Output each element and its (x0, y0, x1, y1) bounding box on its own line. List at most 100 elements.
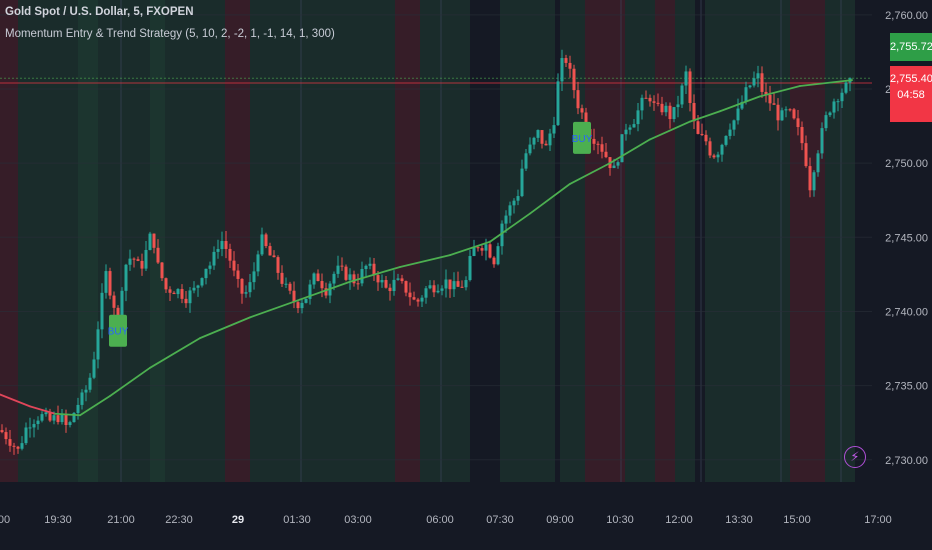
buy-marker (109, 314, 127, 347)
candle-body (576, 90, 580, 109)
candle-body (344, 266, 348, 280)
candle-body (232, 260, 236, 271)
candle-body (780, 110, 784, 121)
x-tick-label: 29 (232, 514, 244, 526)
candle-body (672, 107, 676, 120)
price-tag-upper: 2,755.72 (890, 33, 932, 61)
candle-body (248, 282, 252, 293)
x-tick-label: 10:30 (606, 514, 634, 526)
candle-body (296, 302, 300, 309)
candle-body (604, 151, 608, 158)
time-axis[interactable]: 00 19:30 21:00 22:30 29 01:30 03:00 06:00 07:30 0… (0, 514, 892, 526)
candle-body (340, 265, 344, 267)
symbol-title[interactable]: Gold Spot / U.S. Dollar, 5, FXOPEN (5, 6, 194, 18)
ma-segment (0, 393, 31, 408)
candle-body (188, 290, 192, 304)
candle-body (504, 215, 508, 224)
background-bands (0, 0, 855, 482)
candle-body (460, 286, 464, 288)
candle-body (180, 289, 184, 299)
session-band (625, 0, 655, 482)
candle-body (640, 97, 644, 111)
candle-body (488, 244, 492, 258)
candle-body (452, 281, 456, 290)
candle-body (380, 280, 384, 283)
candle-body (128, 258, 132, 265)
candle-body (176, 289, 180, 295)
ma-segment (149, 337, 201, 369)
candle-body (552, 125, 556, 134)
candle-body (192, 287, 196, 291)
candle-body (144, 249, 148, 269)
x-tick-label: 07:30 (486, 514, 514, 526)
candle-body (272, 255, 276, 258)
candle-body (444, 279, 448, 289)
candle-body (636, 110, 640, 125)
candle-body (692, 102, 696, 122)
candle-body (12, 445, 16, 447)
candle-body (484, 244, 488, 251)
candle-body (224, 241, 228, 249)
candle-body (244, 292, 248, 294)
lightning-icon[interactable]: ⚡ (844, 446, 866, 468)
candle-body (492, 257, 496, 265)
ma-segment (199, 316, 251, 340)
candle-body (696, 121, 700, 134)
candle-body (168, 289, 172, 293)
candle-body (540, 130, 544, 144)
price-tag-lower: 2,755.40 04:58 (890, 66, 932, 122)
candle-body (140, 260, 144, 269)
x-tick-label: 17:00 (864, 514, 892, 526)
candle-body (32, 424, 36, 428)
candle-body (48, 412, 52, 421)
ma-segment (799, 79, 853, 87)
session-band (330, 0, 395, 482)
candle-body (20, 443, 24, 449)
x-tick-label: 22:30 (165, 514, 193, 526)
strategy-title[interactable]: Momentum Entry & Trend Strategy (5, 10, … (5, 28, 335, 40)
candle-body (420, 297, 424, 302)
candle-body (648, 97, 652, 102)
candle-body (772, 103, 776, 105)
session-divider (120, 0, 122, 482)
y-tick-label: 2,745.00 (885, 232, 928, 244)
candle-body (56, 415, 60, 423)
candle-body (84, 389, 88, 393)
candle-body (732, 120, 736, 130)
candle-body (560, 58, 564, 82)
candle-body (432, 285, 436, 293)
candle-body (688, 71, 692, 103)
candle-body (228, 248, 232, 261)
candle-body (396, 278, 400, 280)
candle-body (700, 133, 704, 135)
candle-body (52, 415, 56, 421)
ma-segment (54, 412, 81, 417)
ma-segment (529, 183, 571, 215)
candle-body (568, 62, 572, 69)
candle-body (536, 130, 540, 138)
buy-marker-label: BUY (572, 134, 593, 145)
candle-body (300, 302, 304, 309)
candle-body (216, 249, 220, 252)
candle-body (448, 279, 452, 290)
candle-body (332, 273, 336, 284)
ma-segment (689, 110, 721, 123)
x-tick-label: 15:00 (783, 514, 811, 526)
candle-body (720, 144, 724, 155)
buy-marker-label: BUY (108, 327, 129, 338)
candle-body (620, 134, 624, 163)
candle-body (788, 109, 792, 111)
y-tick-label: 2,750.00 (885, 158, 928, 170)
x-tick-label: 06:00 (426, 514, 454, 526)
candle-body (148, 233, 152, 250)
candle-body (4, 432, 8, 440)
candle-body (212, 251, 216, 266)
candle-body (624, 129, 628, 135)
candle-body (496, 246, 500, 265)
candle-body (628, 127, 632, 130)
candle-body (16, 446, 20, 449)
y-tick-label: 2,735.00 (885, 381, 928, 393)
candle-body (384, 280, 388, 288)
session-divider (300, 0, 302, 482)
